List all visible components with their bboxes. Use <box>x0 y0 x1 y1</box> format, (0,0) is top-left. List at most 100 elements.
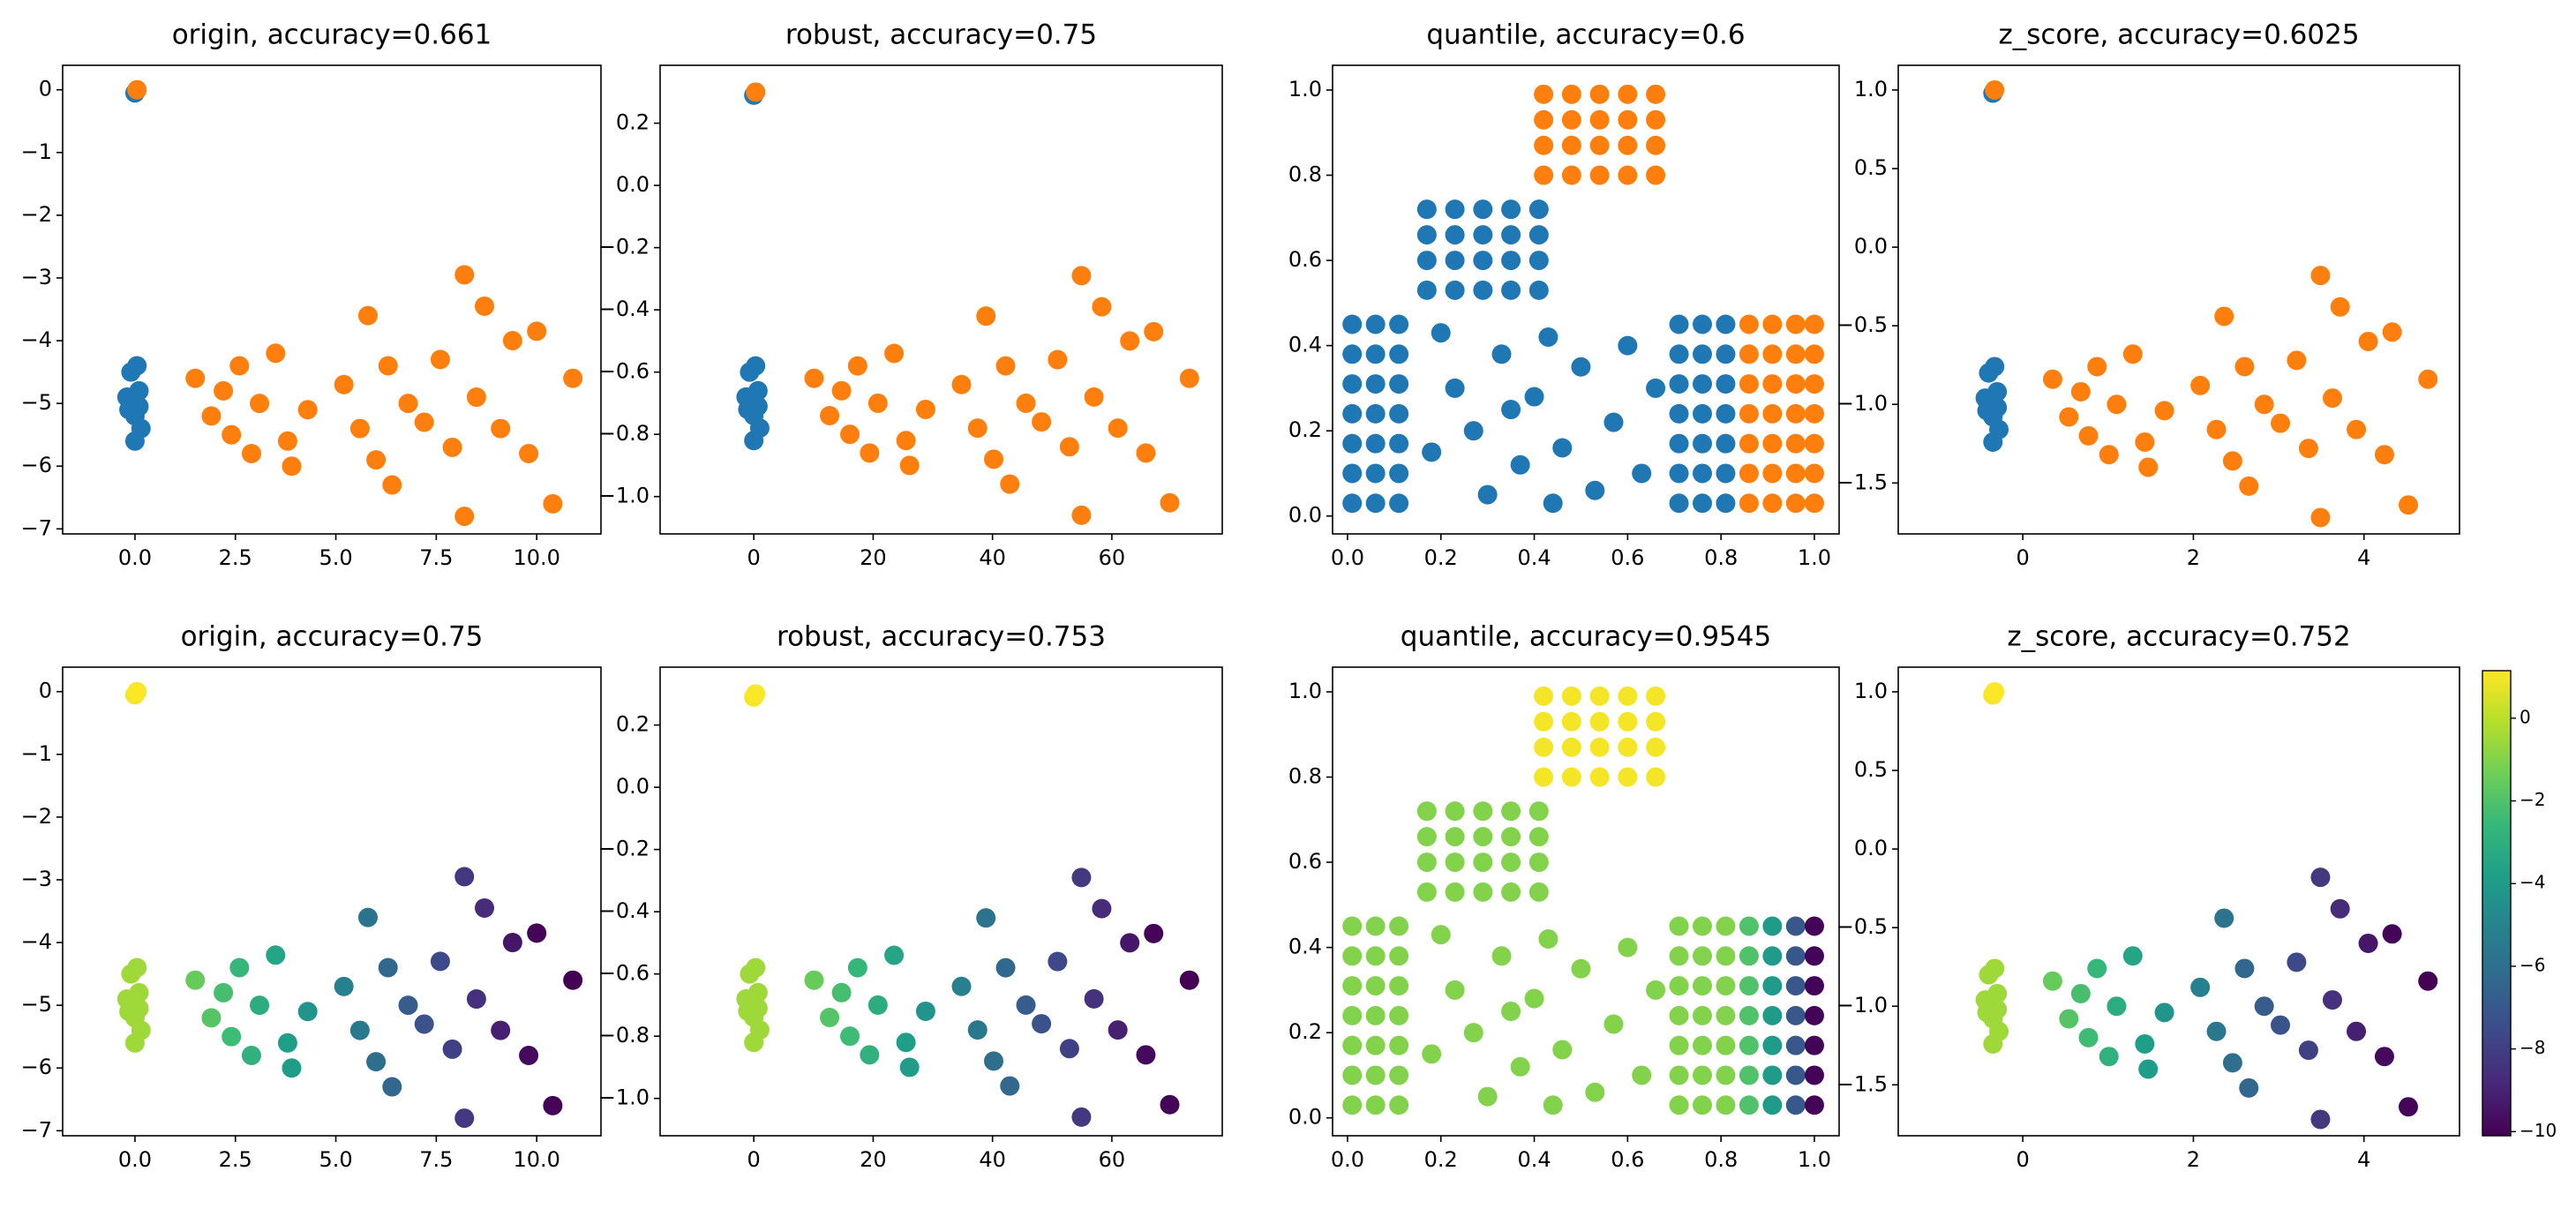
x-tick-label: 0.4 <box>1517 545 1551 570</box>
y-tick-label: −1.0 <box>598 1085 650 1110</box>
scatter-point <box>1528 199 1549 220</box>
scatter-point <box>2322 990 2342 1010</box>
scatter-point <box>2154 1002 2174 1023</box>
scatter-point <box>1692 463 1712 484</box>
x-tick-label: 0 <box>747 545 761 570</box>
subplot-title: z_score, accuracy=0.6025 <box>1998 19 2359 51</box>
x-tick-label: 0.2 <box>1424 545 1458 570</box>
y-tick-label: 0.2 <box>1288 417 1322 442</box>
scatter-point <box>282 1058 302 1078</box>
scatter-point <box>1589 711 1610 732</box>
scatter-point <box>1477 1086 1498 1107</box>
axes-frame <box>62 666 602 1137</box>
scatter-point <box>491 1020 511 1040</box>
x-tick-label: 0.8 <box>1704 545 1738 570</box>
scatter-point <box>1342 1065 1363 1085</box>
scatter-point <box>2298 1040 2318 1061</box>
scatter-point <box>1108 418 1128 439</box>
scatter-point <box>1739 1035 1759 1055</box>
colorbar <box>2482 670 2512 1137</box>
scatter-point <box>1987 999 2008 1019</box>
scatter-point <box>746 356 766 376</box>
scatter-point <box>502 331 522 351</box>
colorbar-tick-label: 0 <box>2520 706 2531 727</box>
scatter-point <box>2222 1053 2242 1073</box>
y-tick-label: 0.4 <box>1288 333 1322 357</box>
scatter-point <box>1804 1065 1824 1085</box>
scatter-point <box>474 296 494 316</box>
y-tick-label: −0.6 <box>598 961 650 986</box>
scatter-point <box>1692 1095 1712 1115</box>
scatter-point <box>2399 1097 2419 1117</box>
scatter-point <box>1473 827 1493 847</box>
scatter-point <box>1716 344 1736 364</box>
scatter-point <box>1048 349 1068 370</box>
scatter-point <box>1389 463 1409 484</box>
scatter-point <box>1365 493 1386 514</box>
scatter-point <box>1762 344 1783 364</box>
scatter-point <box>1365 1065 1386 1085</box>
scatter-point <box>1716 463 1736 484</box>
scatter-point <box>1646 109 1666 130</box>
scatter-point <box>1646 84 1666 104</box>
scatter-point <box>1445 199 1465 220</box>
scatter-point <box>378 356 398 376</box>
scatter-point <box>2070 983 2091 1003</box>
scatter-point <box>1785 1095 1806 1115</box>
subplot-title: robust, accuracy=0.75 <box>785 19 1097 51</box>
scatter-point <box>250 394 270 414</box>
x-tick-label: 2 <box>2187 1147 2200 1172</box>
scatter-point <box>1571 357 1591 377</box>
scatter-point <box>1365 1005 1386 1025</box>
scatter-point <box>1416 251 1437 271</box>
x-tick-label: 0 <box>2016 1147 2029 1172</box>
scatter-point <box>1342 374 1363 394</box>
scatter-point <box>1739 1005 1759 1025</box>
scatter-point <box>2239 476 2259 496</box>
scatter-point <box>1534 711 1554 732</box>
scatter-point <box>1618 711 1638 732</box>
scatter-point <box>1632 1065 1652 1085</box>
scatter-point <box>1561 711 1581 732</box>
scatter-point <box>2347 419 2367 439</box>
y-tick-label: −0.5 <box>1836 914 1888 939</box>
scatter-point <box>1032 1014 1052 1034</box>
scatter-point <box>1445 852 1465 873</box>
scatter-point <box>884 343 905 364</box>
scatter-point <box>1473 225 1493 245</box>
scatter-point <box>543 1095 563 1115</box>
y-tick-label: 0.0 <box>616 774 650 799</box>
y-tick-label: 0.0 <box>616 172 650 197</box>
scatter-point <box>1618 767 1638 787</box>
scatter-point <box>1739 433 1759 454</box>
scatter-point <box>984 449 1004 469</box>
scatter-point <box>1032 412 1052 432</box>
scatter-point <box>1342 946 1363 966</box>
scatter-point <box>746 957 766 978</box>
x-tick-label: 0.0 <box>1331 545 1364 570</box>
scatter-point <box>491 418 511 439</box>
scatter-point <box>1669 1035 1689 1055</box>
scatter-point <box>382 475 402 495</box>
x-tick-label: 0.0 <box>1331 1147 1364 1172</box>
scatter-point <box>454 867 475 887</box>
scatter-point <box>474 897 494 918</box>
y-tick-label: −0.5 <box>1836 312 1888 337</box>
scatter-point <box>366 1052 387 1072</box>
y-tick-label: 0.0 <box>1288 1105 1322 1130</box>
scatter-point <box>1785 374 1806 394</box>
scatter-point <box>1501 827 1521 847</box>
scatter-point <box>2374 1047 2394 1067</box>
scatter-point <box>2042 369 2062 389</box>
scatter-point <box>1762 916 1783 936</box>
x-tick-label: 2 <box>2187 545 2200 570</box>
scatter-point <box>2310 1109 2331 1130</box>
scatter-point <box>847 356 867 376</box>
colorbar-tick-label: −10 <box>2520 1120 2557 1141</box>
scatter-point <box>1669 1065 1689 1085</box>
scatter-point <box>1389 403 1409 424</box>
scatter-point <box>899 1057 920 1078</box>
scatter-point <box>1762 403 1783 424</box>
scatter-point <box>1389 374 1409 394</box>
